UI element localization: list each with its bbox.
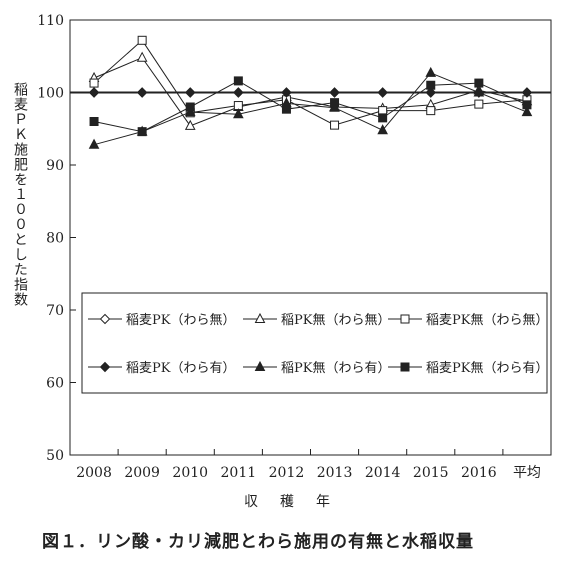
legend-marker [99, 313, 111, 325]
series-5-point [521, 106, 533, 117]
legend-item: 稲PK無（わら無） [243, 312, 390, 328]
series-4-point [185, 87, 196, 98]
legend-label: 稲麦PK（わら無） [126, 313, 235, 328]
y-tick-label: 90 [46, 158, 64, 174]
y-tick-label: 70 [46, 303, 64, 319]
series-6-point [330, 98, 340, 108]
series-3-point [89, 78, 99, 88]
series-5 [88, 66, 533, 149]
series-3-point [426, 106, 436, 116]
legend-marker [254, 360, 266, 371]
series-6-point [522, 100, 532, 110]
series-4-point [425, 87, 436, 98]
series-3 [89, 35, 532, 130]
legend-box [81, 292, 548, 394]
x-tick-label: 2014 [365, 465, 401, 481]
x-tick-label: 平均 [513, 465, 541, 481]
x-tick-label: 2012 [269, 465, 305, 481]
legend-label: 稲麦PK無（わら無） [426, 313, 548, 328]
legend-item: 稲PK無（わら有） [243, 360, 390, 376]
y-tick-label: 50 [46, 448, 64, 464]
axes: 50 60 70 80 90 100 110 2008 2009 2010 2011 2012 2013… [37, 13, 552, 481]
series-4-point [281, 87, 292, 98]
legend-label: 稲PK無（わら無） [281, 313, 390, 328]
x-tick-label: 2010 [172, 465, 208, 481]
series-4-point [88, 87, 100, 98]
y-tick-label: 60 [46, 376, 64, 392]
series-6-line [93, 80, 528, 133]
series-6-point [426, 80, 436, 90]
x-tick-label: 2009 [124, 465, 160, 481]
series-6-point [281, 104, 291, 114]
series-5-point [377, 124, 388, 135]
series-6-point [89, 117, 99, 126]
x-tick-label: 2011 [221, 465, 257, 481]
legend-marker [254, 312, 266, 323]
legend-item: 稲麦PK（わら有） [88, 361, 235, 376]
x-tick-label: 2008 [76, 465, 112, 481]
series-2 [88, 51, 533, 130]
series-4-point [233, 87, 244, 98]
series-layer [88, 35, 533, 149]
x-tick-label: 2013 [317, 465, 353, 481]
series-5-point [473, 86, 485, 97]
series-6 [89, 76, 532, 137]
series-5-point [88, 138, 100, 149]
y-tick-label: 80 [46, 231, 64, 247]
legend-label: 稲PK無（わら有） [281, 361, 390, 376]
series-6-point [137, 127, 147, 137]
series-4 [88, 87, 533, 98]
series-2-point [136, 51, 148, 62]
x-tick-label: 2016 [461, 465, 497, 481]
series-2-point [184, 119, 196, 130]
legend: 稲麦PK（わら無） 稲PK無（わら無） 稲麦PK無（わら無） 稲麦PK（わら有） 稲PK… [81, 292, 548, 394]
series-6-point [185, 102, 195, 112]
y-tick-label: 100 [37, 86, 64, 102]
x-axis-label: 収穫年 [244, 494, 352, 510]
series-3-point [137, 35, 147, 45]
x-tick-label: 2015 [413, 465, 449, 481]
series-6-point [474, 78, 484, 88]
series-4-point [136, 87, 148, 98]
legend-label: 稲麦PK（わら有） [126, 361, 235, 376]
legend-item: 稲麦PK無（わら無） [388, 313, 548, 328]
series-3-line [93, 39, 527, 126]
series-4-point [329, 87, 340, 98]
legend-marker [99, 361, 111, 373]
series-5-point [233, 108, 244, 119]
series-2-line [93, 57, 528, 127]
series-3-point [474, 99, 484, 109]
legend-marker [400, 362, 410, 372]
series-6-point [378, 113, 388, 123]
series-3-point [330, 120, 340, 130]
series-4-point [521, 87, 533, 98]
y-tick-label: 110 [37, 13, 64, 29]
figure-caption: 図１．リン酸・カリ減肥とわら施用の有無と水稲収量 [42, 532, 474, 552]
legend-item: 稲麦PK無（わら有） [388, 361, 548, 376]
legend-item: 稲麦PK（わら無） [88, 313, 235, 328]
legend-marker [400, 314, 410, 324]
legend-label: 稲麦PK無（わら有） [426, 361, 548, 376]
series-6-point [233, 76, 243, 86]
y-axis-label: 稲麦ＰＫ施肥を１００とした指数 [12, 82, 28, 307]
series-5-point [425, 66, 437, 77]
series-4-point [377, 87, 388, 98]
